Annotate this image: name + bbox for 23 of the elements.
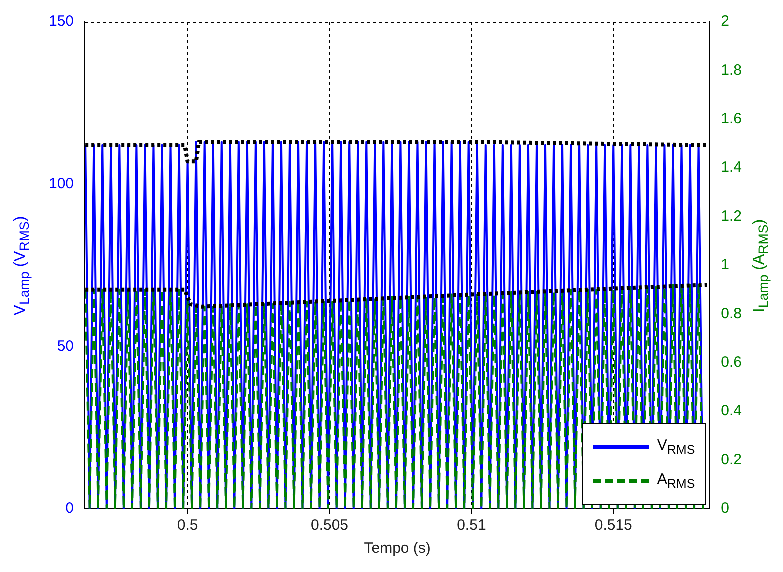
y2-tick-label: 1.8	[721, 62, 742, 79]
x-tick-label: 0.515	[594, 517, 632, 534]
x-tick-label: 0.51	[457, 517, 486, 534]
y-tick-label: 50	[57, 338, 74, 355]
y2-tick-label: 1.4	[721, 159, 742, 176]
line-series	[85, 284, 704, 509]
x-tick-label: 0.505	[310, 517, 349, 534]
y2-tick-label: 0	[721, 500, 730, 518]
y2-tick-label: 1.2	[721, 208, 742, 225]
y2-tick-label: 0.2	[721, 451, 742, 468]
y2-tick-label: 1	[721, 256, 730, 274]
y2-tick-label: 0.8	[721, 305, 742, 322]
y-tick-label: 0	[66, 500, 74, 518]
y-tick-label: 150	[48, 13, 74, 30]
x-tick-label: 0.5	[177, 517, 198, 534]
x-axis-title: Tempo (s)	[364, 540, 431, 558]
legend-label: V$_{RMS}$	[657, 437, 696, 457]
y2-tick-label: 0.6	[721, 354, 742, 372]
y2-tick-label: 1.6	[721, 110, 742, 128]
y2-tick-label: 0.4	[721, 402, 742, 420]
legend-label: A$_{RMS}$	[657, 471, 696, 491]
y-tick-label: 100	[48, 175, 74, 192]
y2-tick-label: 2	[721, 13, 730, 30]
